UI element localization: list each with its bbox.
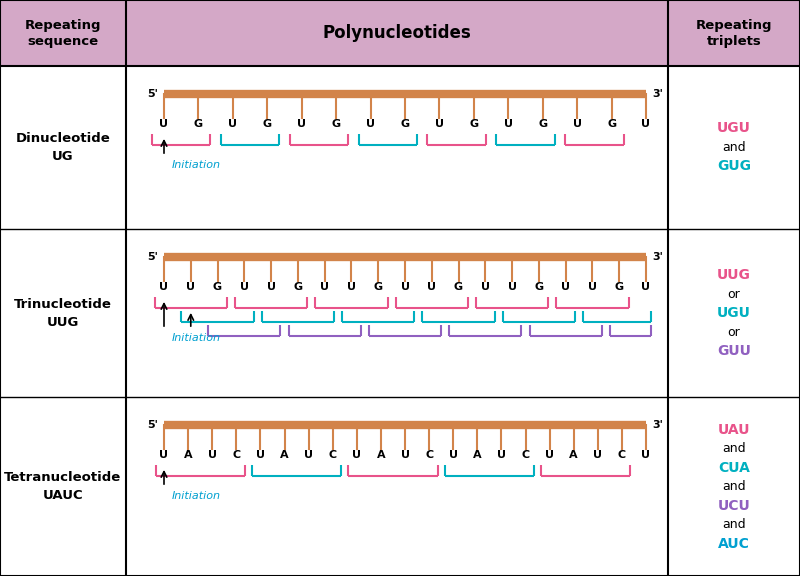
Text: G: G <box>538 119 547 129</box>
Text: G: G <box>470 119 478 129</box>
Text: U: U <box>401 450 410 460</box>
Text: A: A <box>377 450 386 460</box>
Text: U: U <box>208 450 217 460</box>
Text: U: U <box>320 282 329 292</box>
Text: G: G <box>374 282 382 292</box>
Text: C: C <box>425 450 433 460</box>
Text: 5': 5' <box>147 89 158 99</box>
Text: U: U <box>304 450 313 460</box>
Text: CUA: CUA <box>718 460 750 475</box>
Text: U: U <box>186 282 195 292</box>
Text: U: U <box>427 282 436 292</box>
Text: U: U <box>504 119 513 129</box>
Text: G: G <box>294 282 302 292</box>
Text: GUG: GUG <box>717 160 751 173</box>
Text: UUG: UUG <box>717 268 751 282</box>
Text: U: U <box>435 119 444 129</box>
Text: A: A <box>570 450 578 460</box>
Text: G: G <box>401 119 410 129</box>
Text: C: C <box>618 450 626 460</box>
Text: U: U <box>594 450 602 460</box>
Text: U: U <box>266 282 276 292</box>
Text: U: U <box>573 119 582 129</box>
Text: U: U <box>642 119 650 129</box>
Text: U: U <box>642 282 650 292</box>
Text: U: U <box>298 119 306 129</box>
Text: G: G <box>194 119 203 129</box>
Text: 5': 5' <box>147 420 158 430</box>
Text: U: U <box>228 119 238 129</box>
Text: or: or <box>728 287 740 301</box>
Text: U: U <box>159 119 169 129</box>
Text: U: U <box>481 282 490 292</box>
Text: and: and <box>722 518 746 531</box>
Text: UAU: UAU <box>718 423 750 437</box>
Text: G: G <box>534 282 543 292</box>
Text: U: U <box>366 119 375 129</box>
Text: 5': 5' <box>147 252 158 262</box>
Text: Initiation: Initiation <box>172 160 221 170</box>
Text: G: G <box>454 282 463 292</box>
Text: U: U <box>588 282 597 292</box>
Text: U: U <box>449 450 458 460</box>
Text: 3': 3' <box>652 89 663 99</box>
Text: U: U <box>256 450 265 460</box>
Text: AUC: AUC <box>718 536 750 551</box>
Text: UGU: UGU <box>717 306 751 320</box>
Text: U: U <box>545 450 554 460</box>
Text: and: and <box>722 141 746 154</box>
Text: Trinucleotide
UUG: Trinucleotide UUG <box>14 297 112 328</box>
Bar <box>0 0 800 66</box>
Text: and: and <box>722 442 746 455</box>
Text: A: A <box>473 450 482 460</box>
Text: U: U <box>352 450 362 460</box>
Text: Tetranucleotide
UAUC: Tetranucleotide UAUC <box>4 471 122 502</box>
Text: 3': 3' <box>652 420 663 430</box>
Text: Repeating
triplets: Repeating triplets <box>696 18 772 47</box>
Text: U: U <box>508 282 517 292</box>
Text: G: G <box>262 119 272 129</box>
Text: C: C <box>522 450 530 460</box>
Text: and: and <box>722 480 746 493</box>
Text: C: C <box>329 450 337 460</box>
Text: U: U <box>642 450 650 460</box>
Text: GUU: GUU <box>717 344 751 358</box>
Text: U: U <box>240 282 249 292</box>
Text: or: or <box>728 325 740 339</box>
Text: Initiation: Initiation <box>172 333 221 343</box>
Text: Dinucleotide
UG: Dinucleotide UG <box>16 132 110 163</box>
Text: G: G <box>213 282 222 292</box>
Text: U: U <box>561 282 570 292</box>
Text: U: U <box>347 282 356 292</box>
Text: C: C <box>232 450 240 460</box>
Text: G: G <box>607 119 616 129</box>
Text: A: A <box>184 450 193 460</box>
Text: U: U <box>401 282 410 292</box>
Text: UCU: UCU <box>718 498 750 513</box>
Text: U: U <box>159 450 169 460</box>
Text: Polynucleotides: Polynucleotides <box>322 24 471 42</box>
Text: G: G <box>331 119 341 129</box>
Text: U: U <box>497 450 506 460</box>
Text: A: A <box>280 450 289 460</box>
Text: 3': 3' <box>652 252 663 262</box>
Text: Repeating
sequence: Repeating sequence <box>25 18 102 47</box>
Text: Initiation: Initiation <box>172 491 221 501</box>
Text: G: G <box>614 282 624 292</box>
Text: UGU: UGU <box>717 122 751 135</box>
Text: U: U <box>159 282 169 292</box>
